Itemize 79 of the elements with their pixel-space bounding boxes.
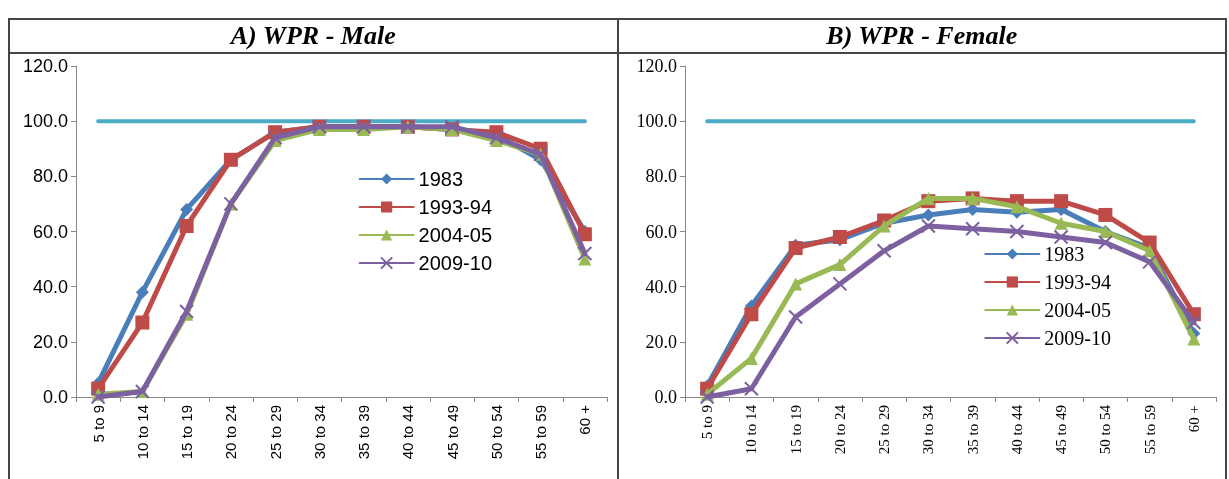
point [964,221,980,237]
point [1053,229,1069,245]
point [1054,216,1068,230]
point [876,243,892,259]
x-tick-label: 25 to 29 [875,405,892,455]
point [135,285,149,299]
legend-label: 2004-05 [1043,299,1111,321]
y-tick-label: 120.0 [22,56,68,76]
x-tick-label: 5 to 9 [89,405,107,443]
point [920,218,936,234]
y-tick-label: 0.0 [42,387,68,407]
point [1185,315,1201,331]
point [1009,200,1023,214]
point [179,218,194,233]
x-tick-label: 60 + [1185,405,1202,433]
legend-label: 1993-94 [418,196,493,218]
y-tick-label: 60.0 [645,221,677,242]
y-tick-label: 60.0 [32,221,68,242]
x-tick-label: 45 to 49 [1052,405,1069,455]
point [1186,332,1200,346]
point [577,246,593,262]
point [180,202,194,216]
x-tick-label: 10 to 14 [742,404,759,455]
x-tick-label: 30 to 34 [310,405,328,460]
y-tick-label: 100.0 [22,111,68,132]
point [921,191,935,205]
legend-label: 1993-94 [1043,271,1111,293]
y-tick-label: 20.0 [32,331,68,352]
x-tick-label: 50 to 54 [1096,404,1113,455]
x-tick-label: 15 to 19 [787,405,804,455]
x-tick-label: 30 to 34 [919,404,936,455]
y-tick-label: 0.0 [654,387,677,407]
x-tick-label: 55 to 59 [1141,405,1158,455]
point [743,381,759,397]
point [921,208,935,222]
point [90,389,106,405]
x-tick-label: 5 to 9 [698,405,715,440]
y-tick-label: 40.0 [32,276,68,297]
y-tick-label: 80.0 [32,166,68,187]
point [788,277,802,291]
point [135,315,150,330]
x-tick-label: 40 to 44 [1008,404,1025,455]
point [1141,254,1157,270]
point [1097,235,1113,251]
x-tick-label: 20 to 24 [222,405,240,460]
point [1008,224,1024,239]
x-tick-label: 60 + [576,404,594,435]
point [1053,194,1068,209]
chart-title: A) WPR - Male [10,18,617,54]
point [743,307,758,322]
x-tick-label: 50 to 54 [487,405,505,460]
x-tick-label: 20 to 24 [831,404,848,455]
point [577,227,592,242]
point [788,241,803,256]
x-tick-label: 10 to 14 [133,405,151,460]
y-tick-label: 120.0 [636,56,677,76]
point [699,389,715,405]
point [179,303,195,319]
y-tick-label: 100.0 [636,111,677,132]
legend-label: 2009-10 [1043,327,1111,349]
x-tick-label: 25 to 29 [266,405,284,460]
legend-label: 2009-10 [418,252,493,274]
point [787,309,803,325]
point [831,276,847,292]
chart-title: B) WPR - Female [618,18,1225,54]
y-tick-label: 40.0 [645,276,677,297]
y-tick-label: 80.0 [645,166,677,187]
x-tick-label: 40 to 44 [399,405,417,460]
legend-label: 1983 [418,168,464,190]
x-tick-label: 15 to 19 [178,405,196,460]
x-tick-label: 35 to 39 [964,405,981,455]
x-tick-label: 45 to 49 [443,405,461,460]
point [832,258,846,272]
point [1097,207,1112,222]
legend-label: 2004-05 [418,224,493,246]
legend-label: 1983 [1043,243,1084,265]
x-tick-label: 35 to 39 [355,405,373,460]
x-tick-label: 55 to 59 [532,405,550,460]
y-tick-label: 20.0 [645,331,677,352]
